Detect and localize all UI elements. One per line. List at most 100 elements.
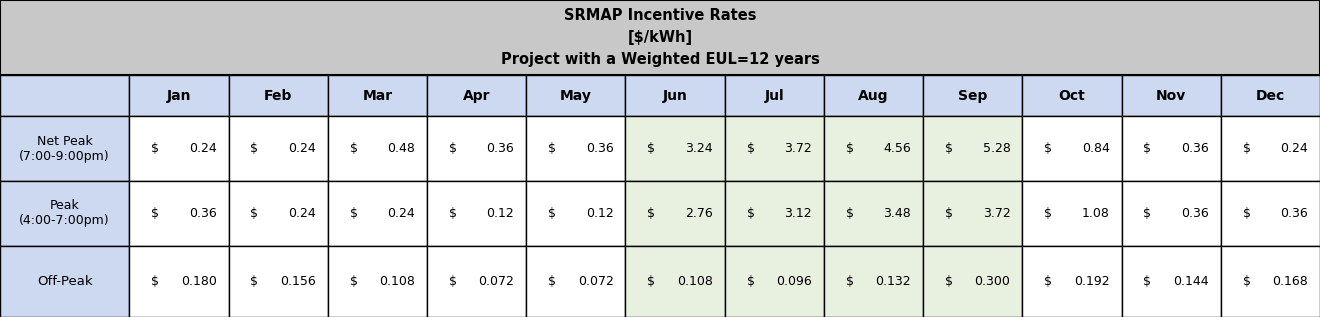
Text: $: $ [945,207,953,220]
Text: Mar: Mar [363,89,392,103]
Bar [327,181,428,246]
Bar [0,181,129,246]
Bar [0,75,129,116]
Text: 0.192: 0.192 [1074,275,1110,288]
Text: $: $ [647,207,655,220]
Text: Off-Peak: Off-Peak [37,275,92,288]
Bar [1221,181,1320,246]
Bar [626,246,725,317]
Text: $: $ [449,142,457,155]
Text: $: $ [647,275,655,288]
Text: SRMAP Incentive Rates
[$/kWh]
Project with a Weighted EUL=12 years: SRMAP Incentive Rates [$/kWh] Project wi… [500,8,820,67]
Text: $: $ [747,275,755,288]
Text: 0.072: 0.072 [478,275,515,288]
Bar [824,246,923,317]
Bar [428,246,527,317]
Text: 5.28: 5.28 [982,142,1010,155]
Bar [725,246,824,317]
Text: Jul: Jul [764,89,784,103]
Text: 0.24: 0.24 [288,142,315,155]
Bar [428,116,527,181]
Text: 3.24: 3.24 [685,142,713,155]
Text: 0.144: 0.144 [1173,275,1209,288]
Text: 0.12: 0.12 [586,207,614,220]
Text: $: $ [846,142,854,155]
Text: $: $ [846,207,854,220]
Bar [129,181,228,246]
Text: Nov: Nov [1156,89,1187,103]
Bar [1122,75,1221,116]
Text: Aug: Aug [858,89,888,103]
Bar [1023,116,1122,181]
Text: 1.08: 1.08 [1082,207,1110,220]
Text: Sep: Sep [958,89,987,103]
Text: $: $ [449,275,457,288]
Text: $: $ [747,142,755,155]
Text: Apr: Apr [463,89,491,103]
Bar [725,116,824,181]
Bar [626,116,725,181]
Text: Dec: Dec [1255,89,1284,103]
Text: $: $ [846,275,854,288]
Bar [1023,181,1122,246]
Text: $: $ [1143,275,1151,288]
Text: 0.24: 0.24 [189,142,216,155]
Text: 0.84: 0.84 [1082,142,1110,155]
Text: $: $ [747,207,755,220]
Text: $: $ [647,142,655,155]
Text: 0.36: 0.36 [1181,142,1209,155]
Bar [129,75,228,116]
Text: $: $ [251,207,259,220]
Text: May: May [560,89,591,103]
Text: Peak
(4:00-7:00pm): Peak (4:00-7:00pm) [20,199,110,227]
Bar [1122,116,1221,181]
Bar [1221,75,1320,116]
Bar [129,116,228,181]
Text: $: $ [350,207,358,220]
Text: 0.36: 0.36 [586,142,614,155]
Bar [1221,116,1320,181]
Bar [626,181,725,246]
Bar [1023,246,1122,317]
Text: $: $ [945,275,953,288]
Bar [725,75,824,116]
Text: $: $ [152,275,160,288]
Text: 0.108: 0.108 [677,275,713,288]
Text: $: $ [449,207,457,220]
Text: $: $ [1044,142,1052,155]
Text: 0.36: 0.36 [487,142,515,155]
Text: 0.096: 0.096 [776,275,812,288]
Text: 0.24: 0.24 [1280,142,1308,155]
Text: 0.24: 0.24 [387,207,414,220]
Bar [626,75,725,116]
Text: 0.36: 0.36 [1280,207,1308,220]
Text: Oct: Oct [1059,89,1085,103]
Text: $: $ [1044,207,1052,220]
Bar [527,181,626,246]
Bar [1122,181,1221,246]
Bar [129,246,228,317]
Text: $: $ [1044,275,1052,288]
Bar [1221,246,1320,317]
Text: $: $ [945,142,953,155]
Bar [0,0,1320,75]
Text: 0.24: 0.24 [288,207,315,220]
Text: 0.132: 0.132 [875,275,911,288]
Text: 2.76: 2.76 [685,207,713,220]
Bar [228,75,327,116]
Bar [527,246,626,317]
Text: 0.108: 0.108 [379,275,414,288]
Text: 0.180: 0.180 [181,275,216,288]
Bar [428,75,527,116]
Bar [824,181,923,246]
Bar [1023,75,1122,116]
Text: $: $ [548,275,556,288]
Text: $: $ [1143,142,1151,155]
Bar [228,246,327,317]
Text: 3.48: 3.48 [883,207,911,220]
Bar [824,75,923,116]
Bar [527,116,626,181]
Text: Feb: Feb [264,89,292,103]
Text: $: $ [548,142,556,155]
Text: $: $ [350,142,358,155]
